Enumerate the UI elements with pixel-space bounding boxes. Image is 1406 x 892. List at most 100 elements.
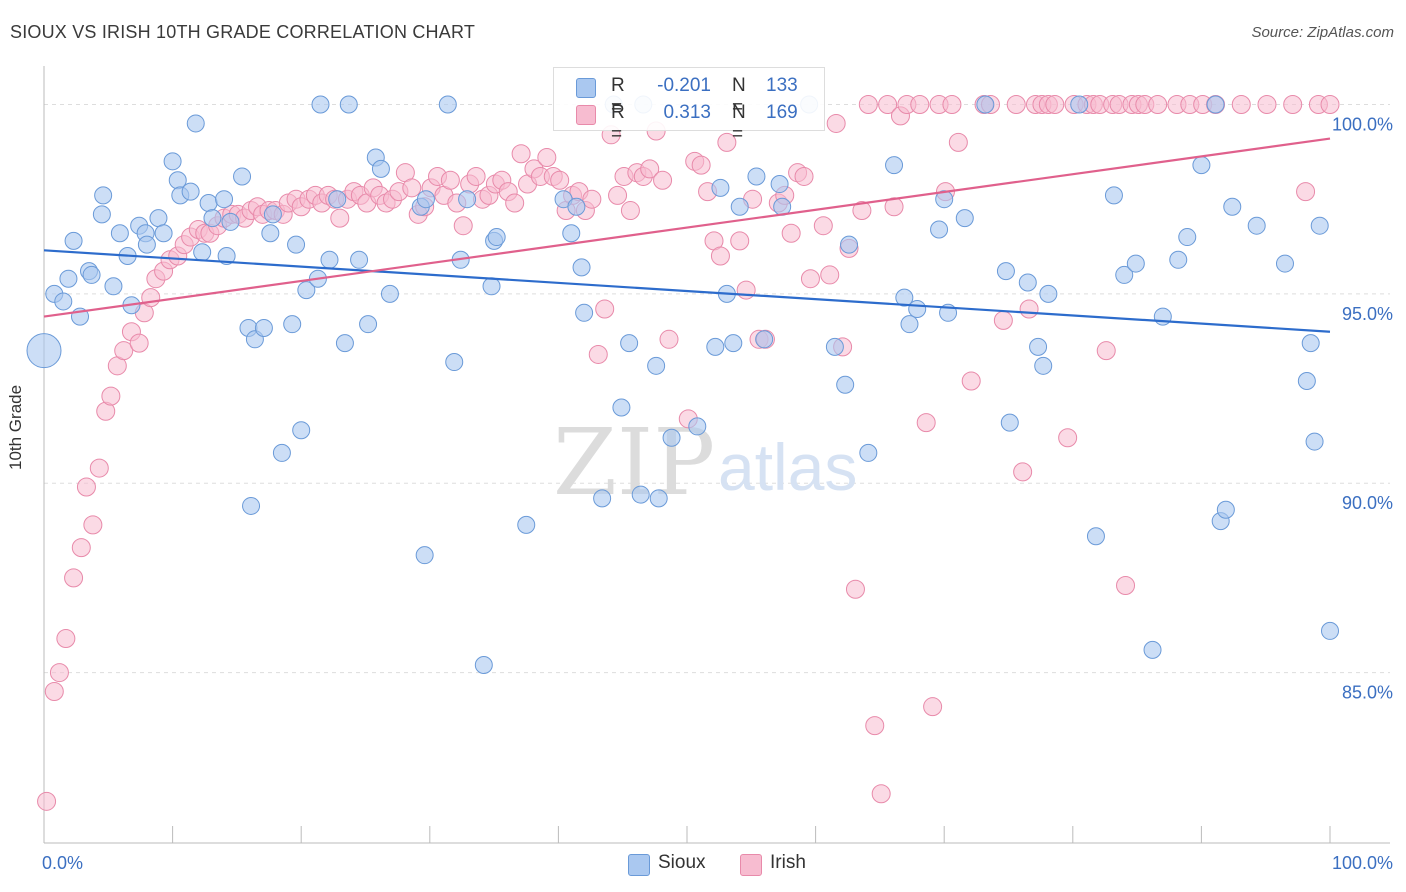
- stats-legend: R = -0.201 N = 133 R = 0.313 N = 169: [553, 67, 825, 145]
- data-point-sioux: [1247, 216, 1266, 235]
- data-point-irish: [505, 193, 525, 213]
- data-point-sioux: [1310, 216, 1329, 235]
- legend-swatch-sioux: [628, 854, 650, 876]
- data-point-sioux: [885, 156, 904, 175]
- data-point-sioux: [283, 315, 302, 334]
- data-point-sioux: [242, 496, 261, 515]
- trend-line-sioux: [43, 249, 1331, 333]
- data-point-irish: [794, 166, 814, 186]
- x-tick-label: 0.0%: [42, 853, 83, 873]
- data-point-sioux: [233, 167, 252, 186]
- data-point-irish: [916, 413, 936, 433]
- data-point-sioux: [371, 159, 390, 178]
- data-point-sioux: [755, 330, 774, 349]
- data-point-sioux: [1223, 197, 1242, 216]
- data-point-irish: [858, 95, 878, 115]
- data-point-sioux: [517, 515, 536, 534]
- trend-line-irish: [43, 137, 1331, 318]
- data-point-irish: [466, 166, 486, 186]
- data-point-sioux: [1143, 640, 1162, 659]
- series-irish-points: [37, 95, 1340, 811]
- data-point-sioux: [593, 489, 612, 508]
- data-point-irish: [550, 170, 570, 190]
- data-point-sioux: [292, 421, 311, 440]
- data-point-irish: [588, 344, 608, 364]
- data-point-sioux: [900, 315, 919, 334]
- data-point-irish: [813, 216, 833, 236]
- data-point-sioux: [620, 334, 639, 353]
- tick-labels: 85.0% 90.0% 95.0% 100.0% 0.0% 100.0%: [42, 115, 1393, 873]
- data-point-sioux: [487, 228, 506, 247]
- data-point-irish: [141, 288, 161, 308]
- data-point-sioux: [567, 197, 586, 216]
- y-tick-label: 85.0%: [1342, 683, 1393, 703]
- data-point-irish: [83, 515, 103, 535]
- data-point-sioux: [154, 224, 173, 243]
- data-point-irish: [948, 132, 968, 152]
- data-point-sioux: [297, 281, 316, 300]
- data-point-irish: [923, 697, 943, 717]
- data-point-sioux: [415, 546, 434, 565]
- data-point-irish: [878, 95, 898, 115]
- data-point-sioux: [92, 205, 111, 224]
- data-point-sioux: [320, 250, 339, 269]
- data-point-sioux: [26, 333, 62, 369]
- data-point-sioux: [1086, 527, 1105, 546]
- legend-r-label: R =: [611, 75, 625, 118]
- data-point-sioux: [438, 95, 457, 114]
- data-point-sioux: [186, 114, 205, 133]
- data-point-sioux: [181, 182, 200, 201]
- data-point-irish: [582, 189, 602, 209]
- legend-n-label: N =: [732, 102, 746, 145]
- y-axis-label: 10th Grade: [6, 384, 25, 470]
- legend-swatch-irish: [576, 105, 596, 125]
- data-point-sioux: [572, 258, 591, 277]
- data-point-irish: [910, 95, 930, 115]
- data-point-sioux: [662, 428, 681, 447]
- data-point-sioux: [649, 489, 668, 508]
- data-point-sioux: [1039, 284, 1058, 303]
- data-point-irish: [865, 716, 885, 736]
- data-point-irish: [608, 185, 628, 205]
- data-point-sioux: [1070, 95, 1089, 114]
- data-point-sioux: [1178, 228, 1197, 247]
- data-point-sioux: [1104, 186, 1123, 205]
- data-point-irish: [871, 784, 891, 804]
- series-sioux-points: [26, 95, 1339, 675]
- data-point-sioux: [1018, 273, 1037, 292]
- data-point-sioux: [1275, 254, 1294, 273]
- data-point-sioux: [54, 292, 73, 311]
- y-tick-label: 95.0%: [1342, 304, 1393, 324]
- legend-r-label: R =: [611, 102, 625, 145]
- data-point-sioux: [474, 656, 493, 675]
- data-point-sioux: [287, 235, 306, 254]
- data-point-sioux: [1192, 156, 1211, 175]
- x-tick-label: 100.0%: [1332, 853, 1393, 873]
- data-point-irish: [129, 333, 149, 353]
- data-point-irish: [659, 329, 679, 349]
- data-point-irish: [730, 231, 750, 251]
- data-point-sioux: [1029, 337, 1048, 356]
- data-point-irish: [440, 170, 460, 190]
- data-point-irish: [71, 538, 91, 558]
- data-point-sioux: [1169, 250, 1188, 269]
- legend-label-sioux: Sioux: [658, 852, 706, 873]
- data-point-sioux: [908, 300, 927, 319]
- data-point-sioux: [199, 193, 218, 212]
- data-point-irish: [1116, 575, 1136, 595]
- data-point-sioux: [445, 353, 464, 372]
- data-point-irish: [453, 216, 473, 236]
- watermark-atlas: atlas: [718, 430, 857, 504]
- data-point-sioux: [724, 334, 743, 353]
- data-point-irish: [884, 197, 904, 217]
- data-point-irish: [89, 458, 109, 478]
- legend-r-value: -0.201: [657, 75, 711, 96]
- data-point-sioux: [311, 95, 330, 114]
- data-point-irish: [101, 386, 121, 406]
- data-point-sioux: [416, 190, 435, 209]
- data-point-irish: [64, 568, 84, 588]
- data-point-sioux: [110, 224, 129, 243]
- data-point-irish: [781, 223, 801, 243]
- data-point-sioux: [350, 250, 369, 269]
